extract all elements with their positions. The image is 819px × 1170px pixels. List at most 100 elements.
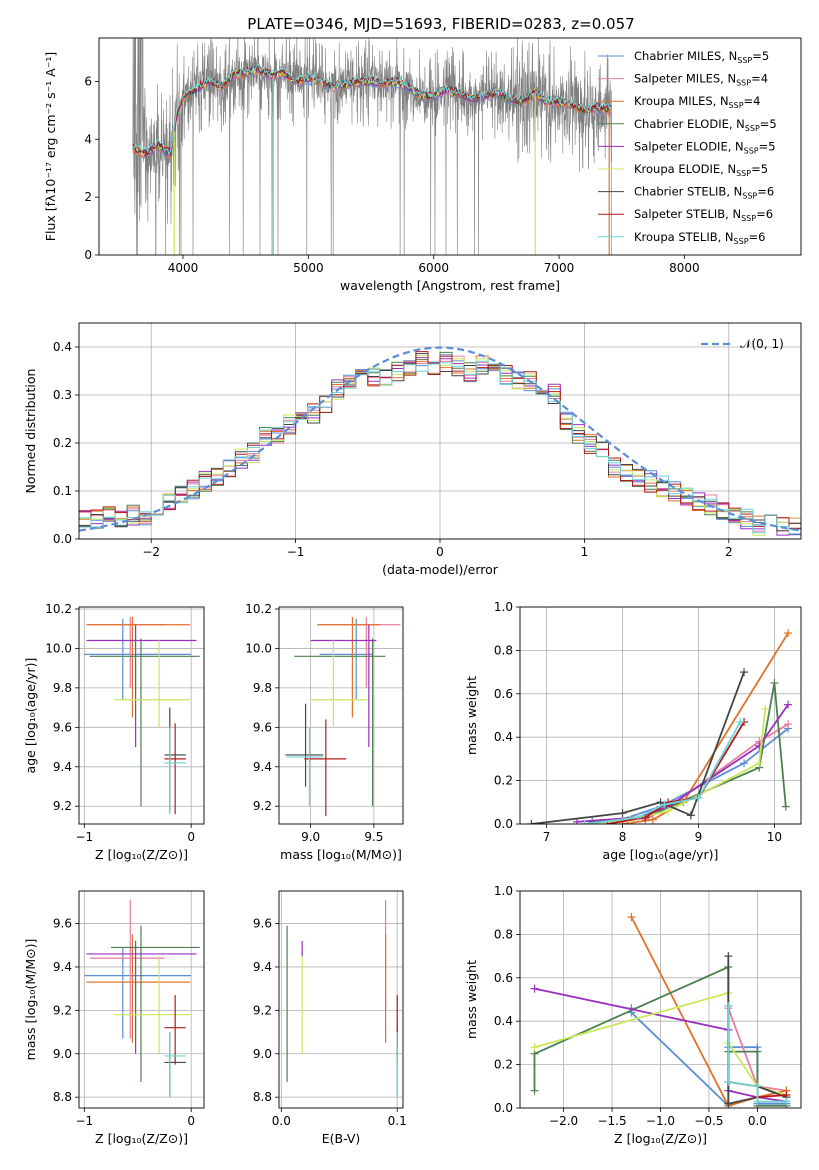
y-tick-label: 9.8 — [53, 681, 72, 695]
x-tick-label: 0 — [436, 545, 444, 559]
x-tick-label: 6000 — [418, 261, 449, 275]
errorbar-point — [89, 616, 165, 688]
x-axis-label: mass [log₁₀(M/M⊙)] — [280, 847, 402, 862]
y-tick-label: 10.2 — [45, 602, 72, 616]
y-tick-label: 10.2 — [245, 602, 272, 616]
legend-entry: Salpeter STELIB, NSSP=6 — [634, 207, 773, 223]
x-tick-label: 0.1 — [388, 1114, 407, 1128]
y-tick-label: 0.1 — [53, 484, 72, 498]
mass-weight-marker — [755, 759, 764, 768]
errorbar-point — [89, 899, 165, 1039]
mass-weight-marker — [724, 952, 733, 961]
x-tick-label: 7 — [543, 830, 551, 844]
mass-weight-marker — [782, 1097, 791, 1106]
y-tick-label: 9.2 — [253, 799, 272, 813]
x-tick-label: 9.0 — [301, 830, 320, 844]
x-axis-label: Z [log₁₀(Z/Z⊙)] — [95, 847, 188, 862]
y-axis-label: Normed distribution — [23, 369, 38, 494]
y-tick-label: 9.4 — [253, 760, 272, 774]
errorbar-point — [89, 638, 200, 807]
y-axis-label: age [log₁₀(age/yr)] — [23, 658, 38, 774]
y-tick-label: 0.0 — [494, 1101, 513, 1115]
errorbar-point — [285, 703, 324, 787]
y-tick-label: 0.4 — [494, 730, 513, 744]
legend-entry: Chabrier ELODIE, NSSP=5 — [634, 117, 777, 133]
x-tick-label: −1 — [287, 545, 305, 559]
mass-weight-marker — [724, 1077, 733, 1086]
axes-frame — [98, 37, 802, 256]
errorbar-point — [164, 995, 186, 1065]
axes-frame — [278, 890, 404, 1109]
y-tick-label: 9.6 — [53, 917, 72, 931]
mass-weight-marker — [724, 1099, 733, 1108]
x-tick-label: 0 — [187, 1114, 195, 1128]
errorbar-point — [286, 727, 324, 807]
x-tick-label: 4000 — [168, 261, 199, 275]
mass-weight-marker — [761, 704, 770, 713]
errorbar-point — [164, 723, 186, 815]
residuals-plot-area — [79, 346, 801, 536]
y-tick-label: 0.8 — [494, 927, 513, 941]
axes-frame — [519, 890, 802, 1109]
x-tick-label: 9.5 — [364, 830, 383, 844]
y-tick-label: 0.0 — [53, 532, 72, 546]
residuals-legend: 𝒩(0, 1) — [701, 337, 784, 351]
mass-weight-marker — [660, 800, 669, 809]
x-axis-label: age [log₁₀(age/yr)] — [603, 847, 719, 862]
mass-vs-Z-plot-area — [84, 899, 200, 1098]
y-tick-label: 0.4 — [53, 340, 72, 354]
errorbar-point — [84, 947, 192, 1039]
y-tick-label: 9.4 — [253, 960, 272, 974]
y-tick-label: 0.6 — [494, 971, 513, 985]
x-axis-label: wavelength [Angstrom, rest frame] — [340, 278, 560, 293]
axes-frame — [78, 606, 205, 825]
mass-weight-marker — [781, 802, 790, 811]
errorbar-point — [316, 616, 381, 718]
y-tick-label: 8.8 — [253, 1090, 272, 1104]
mass-weight-marker — [753, 1097, 762, 1106]
mass-vs-Z-panel: −1 0 8.8 9.0 9.2 9.4 9.6 Z [log₁₀(Z/Z⊙)] mass [l… — [23, 890, 205, 1146]
x-tick-label: 9 — [695, 830, 703, 844]
mass-weight-marker — [784, 720, 793, 729]
spectrum-panel: 4000 5000 6000 7000 8000 0 2 4 6 wavelength [Angs… — [43, 37, 802, 293]
mass-weight-vs-Z-plot-area — [530, 913, 791, 1108]
x-tick-label: 2 — [725, 545, 733, 559]
y-tick-label: 9.0 — [53, 1047, 72, 1061]
histogram-step-line — [79, 351, 801, 529]
mass-weight-marker — [580, 820, 589, 824]
axes-frame — [78, 890, 205, 1109]
errorbar-point — [86, 624, 197, 748]
y-tick-label: 0 — [84, 248, 92, 262]
y-axis-label: mass weight — [464, 676, 479, 755]
y-tick-label: 9.4 — [53, 760, 72, 774]
y-tick-label: 9.6 — [253, 720, 272, 734]
mass-weight-marker — [753, 1047, 762, 1056]
errorbar-point — [319, 616, 401, 688]
errorbar-point — [114, 640, 191, 728]
x-axis-label: (data-model)/error — [382, 562, 499, 577]
x-axis-label: E(B-V) — [322, 1131, 361, 1146]
errorbar-point — [111, 925, 200, 1082]
age-vs-Z-panel: −1 0 9.2 9.4 9.6 9.8 10.0 10.2 Z [log₁₀(Z/Z⊙)] ag… — [23, 602, 205, 862]
y-tick-label: 0.2 — [494, 774, 513, 788]
mass-weight-marker — [753, 1082, 762, 1091]
y-tick-label: 0.6 — [494, 687, 513, 701]
legend-entry: Salpeter MILES, NSSP=4 — [634, 72, 768, 88]
x-tick-label: −1 — [75, 1114, 93, 1128]
legend-entry: Chabrier MILES, NSSP=5 — [634, 49, 769, 65]
errorbar-point — [310, 640, 368, 728]
x-axis-label: Z [log₁₀(Z/Z⊙)] — [614, 1131, 707, 1146]
spectrum-legend: Chabrier MILES, NSSP=5 Salpeter MILES, NS… — [598, 49, 777, 246]
y-tick-label: 6 — [84, 74, 92, 88]
errorbar-point — [84, 618, 192, 700]
y-tick-label: 0.3 — [53, 388, 72, 402]
x-tick-label: 1 — [581, 545, 589, 559]
errorbar-point — [294, 638, 386, 807]
errorbar-point — [164, 1032, 186, 1098]
axes-frame — [78, 322, 802, 540]
mass-vs-EBV-plot-area — [286, 899, 398, 1098]
legend-entry: Chabrier STELIB, NSSP=6 — [634, 185, 774, 201]
legend-entry: Salpeter ELODIE, NSSP=5 — [634, 139, 776, 155]
spectrum-plot-area — [132, 38, 612, 255]
y-tick-label: 0.8 — [494, 643, 513, 657]
